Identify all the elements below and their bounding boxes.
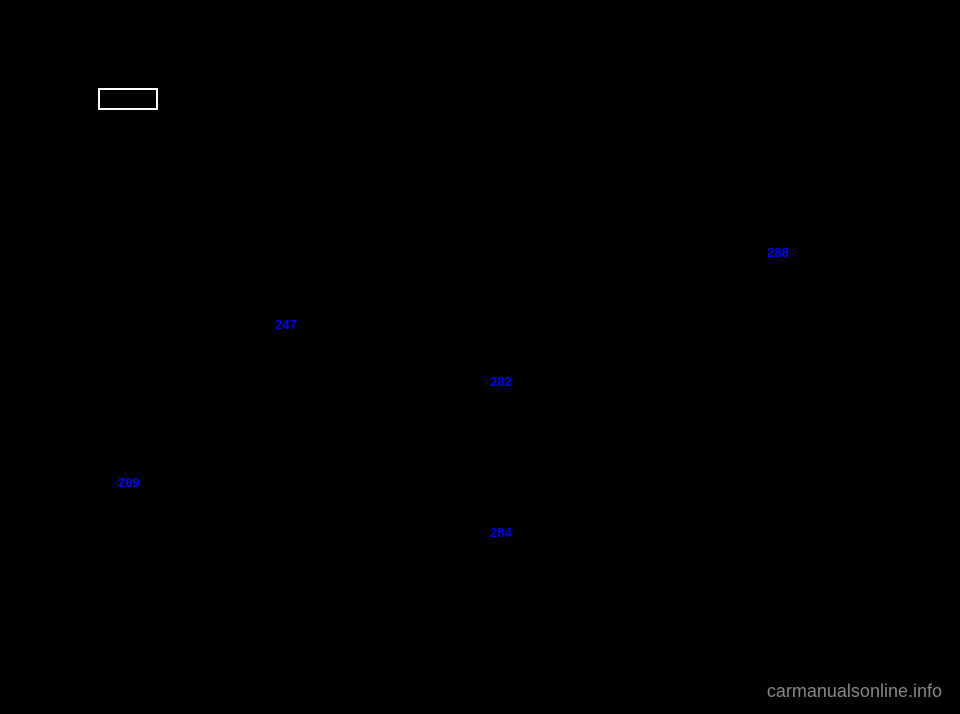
watermark-text: carmanualsonline.info (767, 681, 942, 702)
page-link-282[interactable]: 282 (490, 374, 512, 389)
page-link-289[interactable]: 289 (118, 475, 140, 490)
page-number-box (98, 88, 158, 110)
page-link-288[interactable]: 288 (767, 245, 789, 260)
page-link-247[interactable]: 247 (275, 317, 297, 332)
page-link-284[interactable]: 284 (490, 525, 512, 540)
